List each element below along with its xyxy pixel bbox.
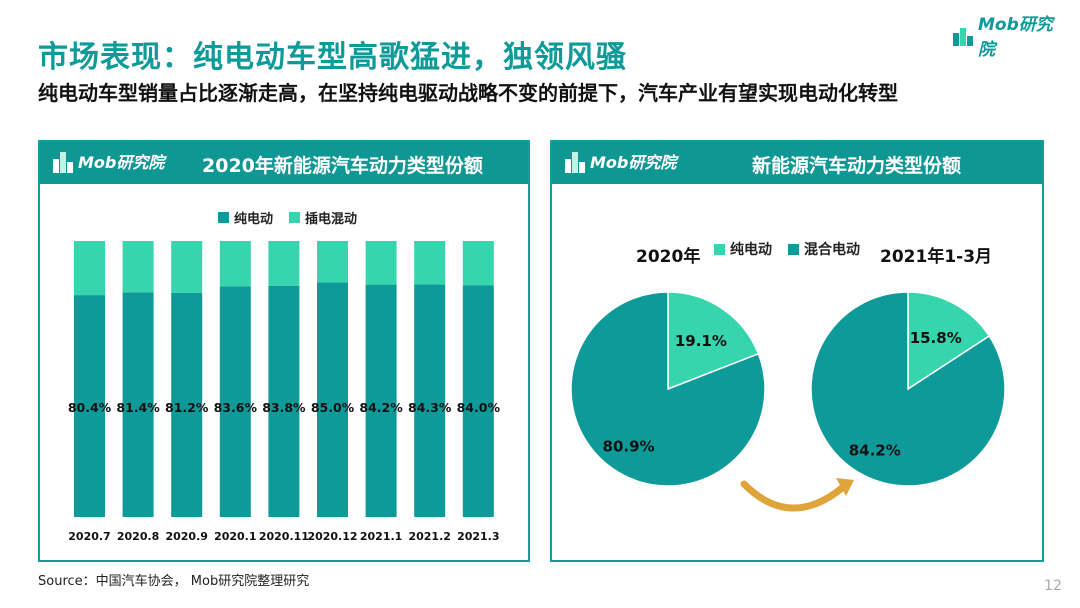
bar-bev-2021.1 <box>365 284 397 517</box>
bar-value-label: 83.8% <box>262 400 306 415</box>
bar-bev-2020.7 <box>74 295 105 517</box>
bar-value-label: 80.4% <box>68 400 112 415</box>
pie-slice-2021-bev <box>907 291 991 391</box>
bar-bev-2020.1 <box>219 286 251 517</box>
x-tick-label: 2021.3 <box>457 530 499 543</box>
bar-value-label: 84.3% <box>408 400 452 415</box>
legend-item-phev: 插电混动 <box>289 208 357 227</box>
x-tick-label: 2020.12 <box>307 530 357 543</box>
bar-phev-2020.7 <box>74 241 105 296</box>
legend-swatch-hybrid <box>788 243 799 255</box>
bar-phev-2021.2 <box>414 241 446 285</box>
transition-arrow-icon <box>740 480 846 512</box>
legend-label-hybrid: 混合电动 <box>804 242 860 258</box>
bar-value-label: 84.0% <box>457 400 501 415</box>
brand-logo: Mob研究院 <box>952 15 1068 60</box>
legend-label-bev: 纯电动 <box>730 242 772 258</box>
pie-chart-title: 新能源汽车动力类型份额 <box>752 155 962 177</box>
bar-value-label: 85.0% <box>311 400 355 415</box>
legend-item-bev: 纯电动 <box>218 208 273 227</box>
panel-logo-icon <box>52 149 74 173</box>
bar-bev-2021.3 <box>462 285 494 517</box>
page-subtitle: 纯电动车型销量占比逐渐走高，在坚持纯电驱动战略不变的前提下，汽车产业有望实现电动… <box>38 81 898 105</box>
pie-chart-header: Mob研究院 新能源汽车动力类型份额 <box>552 142 1042 184</box>
pie-caption-2021: 2021年1-3月 <box>880 247 993 267</box>
x-tick-label: 2021.1 <box>360 530 402 543</box>
legend-label-bev: 纯电动 <box>234 212 274 227</box>
legend-item-bev: 纯电动 <box>714 239 772 259</box>
bar-bev-2021.2 <box>414 284 446 517</box>
legend-swatch-bev <box>714 243 725 255</box>
bar-phev-2020.1 <box>219 241 251 287</box>
legend-swatch-phev <box>289 212 301 223</box>
bar-phev-2021.1 <box>365 241 397 285</box>
page-number: 12 <box>1044 578 1062 594</box>
legend-swatch-bev <box>218 212 229 223</box>
bar-phev-2020.9 <box>171 241 203 293</box>
source-note: Source：中国汽车协会， Mob研究院整理研究 <box>38 574 310 589</box>
legend-item-hybrid: 混合电动 <box>788 239 860 259</box>
bar-chart-header: Mob研究院 2020年新能源汽车动力类型份额 <box>40 142 528 184</box>
pie-slice-2020-hybrid <box>570 291 766 487</box>
x-tick-label: 2020.1 <box>214 530 256 543</box>
panel-logo-text: Mob研究院 <box>590 153 677 172</box>
legend-label-phev: 插电混动 <box>305 212 358 227</box>
x-tick-label: 2020.9 <box>165 530 207 543</box>
page-title: 市场表现：纯电动车型高歌猛进，独领风骚 <box>38 40 627 75</box>
bar-value-label: 81.4% <box>116 400 160 415</box>
pie-slice-label: 80.9% <box>603 438 655 456</box>
brand-name: Mob研究院 <box>978 15 1053 60</box>
x-tick-label: 2020.8 <box>117 530 159 543</box>
bar-chart-title: 2020年新能源汽车动力类型份额 <box>202 155 483 177</box>
panel-logo-icon <box>564 149 586 173</box>
bar-phev-2020.11 <box>268 241 300 286</box>
pie-slice-2021-hybrid <box>810 291 1006 487</box>
x-tick-label: 2021.2 <box>408 530 450 543</box>
transition-arrowhead-icon <box>836 478 854 496</box>
pie-slice-label: 15.8% <box>910 329 962 347</box>
bar-bev-2020.8 <box>122 292 154 517</box>
bar-value-label: 83.6% <box>214 400 258 415</box>
pie-slice-label: 19.1% <box>675 332 727 350</box>
pie-caption-2020: 2020年 <box>636 247 701 267</box>
bar-bev-2020.9 <box>171 292 203 517</box>
brand-mark-icon <box>952 24 974 46</box>
bar-phev-2020.12 <box>317 241 348 283</box>
pie-chart-legend: 纯电动 混合电动 <box>714 239 876 259</box>
bar-phev-2021.3 <box>462 241 494 286</box>
panel-logo: Mob研究院 <box>52 149 164 173</box>
pie-slice-label: 84.2% <box>849 441 901 459</box>
bar-value-label: 81.2% <box>165 400 209 415</box>
x-tick-label: 2020.7 <box>68 530 110 543</box>
panel-logo-text: Mob研究院 <box>78 153 165 172</box>
bar-chart-legend: 纯电动 插电混动 <box>218 208 373 227</box>
pie-slice-2020-bev <box>667 291 760 391</box>
bar-bev-2020.12 <box>317 282 348 517</box>
x-tick-label: 2020.11 <box>259 530 309 543</box>
panel-logo: Mob研究院 <box>564 149 676 173</box>
bar-bev-2020.11 <box>268 285 300 517</box>
bar-phev-2020.8 <box>122 241 154 293</box>
bar-value-label: 84.2% <box>359 400 403 415</box>
